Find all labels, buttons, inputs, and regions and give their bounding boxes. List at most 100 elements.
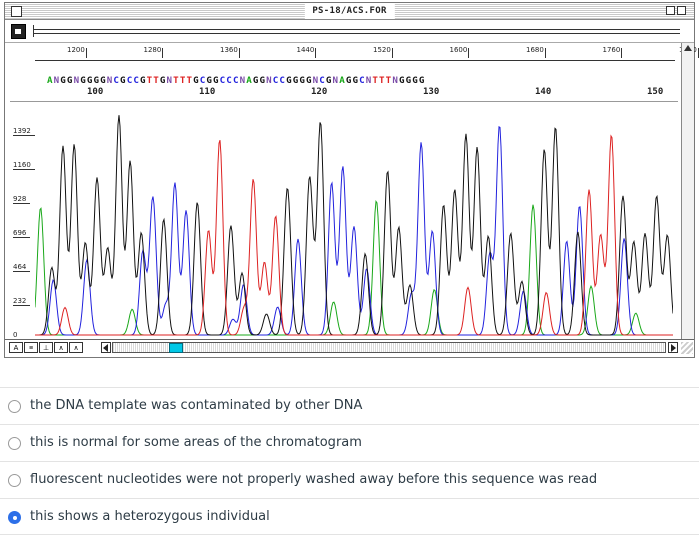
- base-call: G: [86, 75, 94, 86]
- y-tick-label: 696: [13, 229, 31, 238]
- horizontal-scrollbar-track[interactable]: [112, 342, 666, 353]
- base-call: C: [232, 75, 240, 86]
- trace-C: [35, 125, 673, 336]
- base-call: T: [372, 75, 380, 86]
- base-call: G: [352, 75, 360, 86]
- base-call: N: [332, 75, 340, 86]
- base-call: T: [385, 75, 393, 86]
- choice-label: this shows a heterozygous individual: [30, 509, 270, 524]
- base-call: G: [193, 75, 200, 86]
- base-call: N: [392, 75, 399, 86]
- base-call: G: [325, 75, 333, 86]
- base-position-label: 100: [87, 87, 104, 97]
- choice-option[interactable]: the DNA template was contaminated by oth…: [0, 387, 699, 424]
- trace-tool-icon[interactable]: ⊥: [39, 342, 53, 353]
- y-tick-label: 928: [13, 195, 31, 204]
- base-call: G: [398, 75, 406, 86]
- base-call: T: [146, 75, 154, 86]
- base-call: T: [179, 75, 187, 86]
- base-call: C: [113, 75, 121, 86]
- trace-A: [35, 199, 673, 336]
- scan-tick-label: 1520: [373, 46, 393, 58]
- base-call: C: [219, 75, 227, 86]
- choice-option[interactable]: this is normal for some areas of the chr…: [0, 424, 699, 461]
- base-call-sequence: ANGGNGGGGNCGCCGTTGNTTTGCGGCCCNAGGNCCGGGG…: [47, 75, 677, 87]
- zoom-box-icon[interactable]: [666, 6, 688, 15]
- choice-label: fluorescent nucleotides were not properl…: [30, 472, 598, 487]
- title-bar[interactable]: PS-18/ACS.FOR: [5, 3, 694, 20]
- scroll-right-arrow-icon[interactable]: [668, 342, 678, 353]
- radio-button[interactable]: [8, 437, 21, 450]
- base-call: G: [412, 75, 419, 86]
- base-call: N: [73, 75, 81, 86]
- base-call: G: [286, 75, 293, 86]
- base-call: C: [359, 75, 366, 86]
- bottom-toolbar: A ≡ ⊥ ∧ ∧: [5, 339, 694, 357]
- base-call: G: [259, 75, 267, 86]
- base-call: G: [292, 75, 300, 86]
- base-call: G: [206, 75, 214, 86]
- y-tick-label: 464: [13, 263, 31, 272]
- base-call: T: [173, 75, 180, 86]
- scan-tick-label: 1200: [67, 46, 87, 58]
- base-call: G: [345, 75, 353, 86]
- base-call: N: [239, 75, 247, 86]
- trace-tool-icon[interactable]: ≡: [24, 342, 38, 353]
- scan-tick-label: 1280: [143, 46, 164, 58]
- base-call: G: [120, 75, 127, 86]
- trace-tool-icon[interactable]: ∧: [69, 342, 83, 353]
- base-call: T: [186, 75, 194, 86]
- base-call: N: [106, 75, 114, 86]
- scroll-left-arrow-icon[interactable]: [101, 342, 111, 353]
- base-call: G: [405, 75, 413, 86]
- resize-grip-icon[interactable]: [681, 342, 693, 354]
- base-call: A: [246, 75, 253, 86]
- base-call: A: [47, 75, 54, 86]
- base-call: T: [153, 75, 160, 86]
- top-range-slider[interactable]: [33, 25, 680, 37]
- base-call: C: [272, 75, 280, 86]
- choice-option[interactable]: fluorescent nucleotides were not properl…: [0, 461, 699, 498]
- base-call: G: [418, 75, 426, 86]
- radio-button[interactable]: [8, 400, 21, 413]
- base-position-label: 130: [423, 87, 440, 97]
- base-call: N: [166, 75, 174, 86]
- base-call: G: [252, 75, 260, 86]
- base-call: G: [100, 75, 107, 86]
- base-call: A: [339, 75, 346, 86]
- vertical-scrollbar[interactable]: [681, 43, 694, 339]
- base-call: G: [139, 75, 147, 86]
- base-call: C: [279, 75, 287, 86]
- base-call: C: [226, 75, 233, 86]
- base-position-label: 120: [311, 87, 328, 97]
- base-position-label: 150: [647, 87, 664, 97]
- scan-tick-label: 1360: [220, 46, 240, 58]
- base-call: G: [159, 75, 167, 86]
- base-call: C: [199, 75, 207, 86]
- base-position-label: 140: [535, 87, 552, 97]
- base-call: N: [312, 75, 320, 86]
- lock-icon[interactable]: [11, 24, 26, 39]
- y-tick-label: 232: [13, 297, 31, 306]
- answer-choices: the DNA template was contaminated by oth…: [0, 387, 699, 535]
- close-box-icon[interactable]: [11, 6, 22, 17]
- lock-row: [5, 20, 694, 43]
- base-call: G: [66, 75, 74, 86]
- base-call: N: [365, 75, 373, 86]
- radio-button[interactable]: [8, 474, 21, 487]
- scan-tick-label: 1600: [449, 46, 470, 58]
- base-call: G: [80, 75, 87, 86]
- trace-tool-icon[interactable]: ∧: [54, 342, 68, 353]
- scan-ruler: 120012801360144015201600168017601840: [35, 43, 699, 61]
- plot-frame: [10, 101, 678, 337]
- choice-option[interactable]: this shows a heterozygous individual: [0, 498, 699, 535]
- trace-tool-icon[interactable]: A: [9, 342, 23, 353]
- scan-tick-label: 1760: [602, 46, 623, 58]
- base-call: G: [213, 75, 220, 86]
- base-call: N: [266, 75, 273, 86]
- trace-T: [35, 134, 673, 336]
- horizontal-scrollbar-thumb[interactable]: [169, 343, 183, 353]
- radio-button[interactable]: [8, 511, 21, 524]
- base-position-label: 110: [199, 87, 216, 97]
- base-call: G: [305, 75, 313, 86]
